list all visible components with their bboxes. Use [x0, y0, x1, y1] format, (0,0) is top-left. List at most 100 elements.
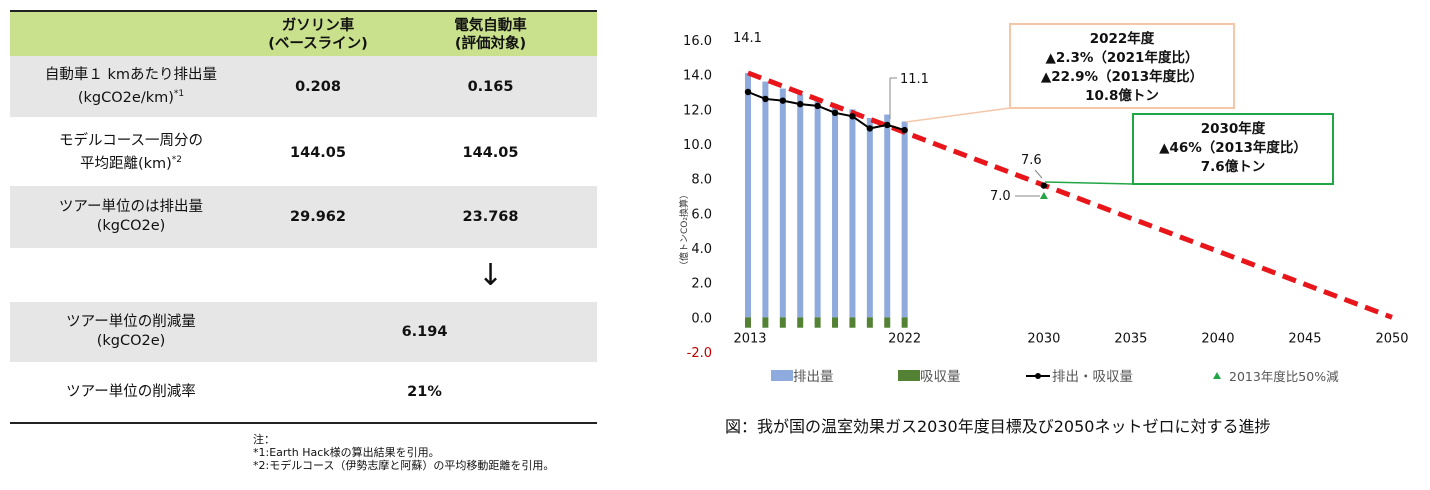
row-label-line2: (kgCO2e/km)*1 [77, 89, 185, 106]
x-tick-label: 2050 [1375, 331, 1408, 346]
label-2022-value: 11.1 [900, 72, 929, 87]
y-tick-label: -2.0 [687, 346, 712, 361]
row-label-line2: 平均距離(km)*2 [79, 154, 183, 172]
legend-swatch-absorption [898, 370, 920, 381]
table-row: ツアー単位のは排出量 (kgCO2e) 29.962 23.768 [10, 186, 597, 248]
label-2030-value: 7.6 [1021, 153, 1042, 168]
label-2013-value: 14.1 [733, 31, 762, 46]
legend-marker-net [1035, 373, 1041, 379]
table-row: 自動車１ kmあたり排出量 (kgCO2e/km)*1 0.208 0.165 [10, 56, 597, 118]
annotation-2030-box [1132, 113, 1334, 185]
row-label-line1: 自動車１ kmあたり排出量 [44, 67, 218, 84]
row-label-line1: ツアー単位のは排出量 [58, 199, 204, 215]
legend-label-absorption: 吸収量 [920, 369, 961, 385]
table-notes: 注： *1:Earth Hack様の算出結果を引用。 *2:モデルコース（伊勢志… [253, 433, 554, 472]
absorption-bar [901, 317, 908, 328]
gasoline-value: 0.208 [295, 79, 341, 95]
emission-bar [849, 109, 856, 318]
row-label-line2: (kgCO2e) [96, 218, 166, 234]
table-row: ツアー単位の削減量 (kgCO2e) 6.194 [10, 302, 597, 362]
emission-bar [901, 121, 908, 318]
note-2: *2:モデルコース（伊勢志摩と阿蘇）の平均移動距離を引用。 [253, 459, 555, 472]
x-tick-label: 2013 [733, 331, 766, 346]
net-point [849, 113, 856, 120]
annotation-2022-box [1009, 23, 1235, 109]
absorption-bar [866, 317, 873, 328]
header-electric-line1: 電気自動車 [454, 18, 527, 34]
x-tick-label: 2035 [1114, 331, 1147, 346]
target-50pct-marker [1039, 192, 1048, 199]
net-point [866, 125, 874, 132]
header-electric-line2: (評価対象) [454, 36, 527, 52]
annotation-2022-line2: ▲2.3%（2021年度比） [1046, 49, 1199, 66]
notes-heading: 注： [253, 433, 275, 446]
net-point [814, 102, 821, 110]
row-label: ツアー単位の削減率 [10, 362, 252, 422]
label-2030-target: 7.0 [990, 189, 1011, 204]
annotation-2030-line1: 2030年度 [1201, 120, 1266, 137]
gasoline-value: 144.05 [290, 144, 346, 161]
legend-marker-target [1213, 372, 1221, 379]
footnote-marker: *2 [171, 154, 183, 165]
y-tick-label: 14.0 [683, 69, 712, 84]
net-point [901, 126, 908, 134]
net-point [797, 100, 804, 108]
emission-bar [866, 118, 873, 318]
legend-label-emission: 排出量 [793, 369, 834, 385]
net-point [884, 121, 891, 129]
y-tick-label: 10.0 [683, 138, 712, 153]
net-point [779, 97, 787, 104]
y-tick-label: 12.0 [683, 103, 712, 118]
x-tick-label: 2040 [1201, 331, 1234, 346]
footnote-marker: *1 [173, 89, 185, 100]
reduction-rate-value: 21% [407, 384, 442, 400]
absorption-bar [814, 317, 821, 328]
target-trend-line [747, 70, 1393, 320]
emission-bar [884, 114, 891, 318]
absorption-bar [779, 317, 786, 328]
arrow-row: ↓ [10, 248, 597, 302]
net-point [744, 88, 752, 96]
absorption-bar [745, 317, 751, 328]
header-electric-car: 電気自動車 (評価対象) [384, 12, 597, 58]
y-tick-label: 2.0 [691, 277, 712, 292]
annotation-2022-line3: ▲22.9%（2013年度比） [1041, 68, 1203, 85]
legend-label-net: 排出・吸収量 [1052, 369, 1133, 385]
chart-caption: 図：我が国の温室効果ガス2030年度目標及び2050ネットゼロに対する進捗 [725, 417, 1270, 436]
header-gasoline-line2: (ベースライン) [268, 36, 368, 52]
header-gasoline-line1: ガソリン車 [281, 18, 355, 34]
absorption-bar [797, 317, 804, 328]
electric-value: 0.165 [467, 79, 514, 95]
gasoline-value: 29.962 [290, 209, 346, 225]
net-point [831, 109, 839, 117]
emission-bar [745, 72, 751, 318]
y-tick-label: 4.0 [691, 242, 712, 257]
absorption-bar [762, 317, 769, 328]
row-label: 自動車１ kmあたり排出量 (kgCO2e/km)*1 [10, 56, 252, 118]
row-label-line2: (kgCO2e) [96, 333, 166, 349]
emission-bar [762, 81, 769, 318]
y-axis-label: （億トンCO₂換算） [678, 190, 690, 270]
net-point [762, 95, 769, 103]
emission-bar [814, 98, 821, 318]
legend-label-target: 2013年度比50%減 [1229, 369, 1339, 384]
table-header-row: ガソリン車 (ベースライン) 電気自動車 (評価対象) [10, 10, 597, 60]
net-emission-line [747, 91, 905, 132]
reduction-amount-value: 6.194 [401, 324, 448, 340]
row-label-line1: ツアー単位の削減率 [66, 383, 196, 400]
row-label: ツアー単位の削減量 (kgCO2e) [10, 302, 252, 362]
table-row: モデルコース一周分の 平均距離(km)*2 144.05 144.05 [10, 119, 597, 186]
chart-legend: 排出量 吸収量 排出・吸収量 2013年度比50%減 [771, 369, 1339, 385]
annotation-2022-line4: 10.8億トン [1085, 87, 1159, 104]
down-arrow-icon: ↓ [477, 257, 504, 293]
x-tick-label: 2030 [1027, 331, 1060, 346]
row-label: モデルコース一周分の 平均距離(km)*2 [10, 119, 252, 186]
row-label-line1: ツアー単位の削減量 [66, 314, 196, 330]
electric-value: 144.05 [462, 144, 519, 161]
emission-bar [832, 104, 839, 318]
row-label-line1: モデルコース一周分の [59, 132, 203, 149]
note-1: *1:Earth Hack様の算出結果を引用。 [253, 446, 440, 459]
y-tick-label: 0.0 [691, 311, 712, 326]
absorption-bar [832, 317, 839, 328]
